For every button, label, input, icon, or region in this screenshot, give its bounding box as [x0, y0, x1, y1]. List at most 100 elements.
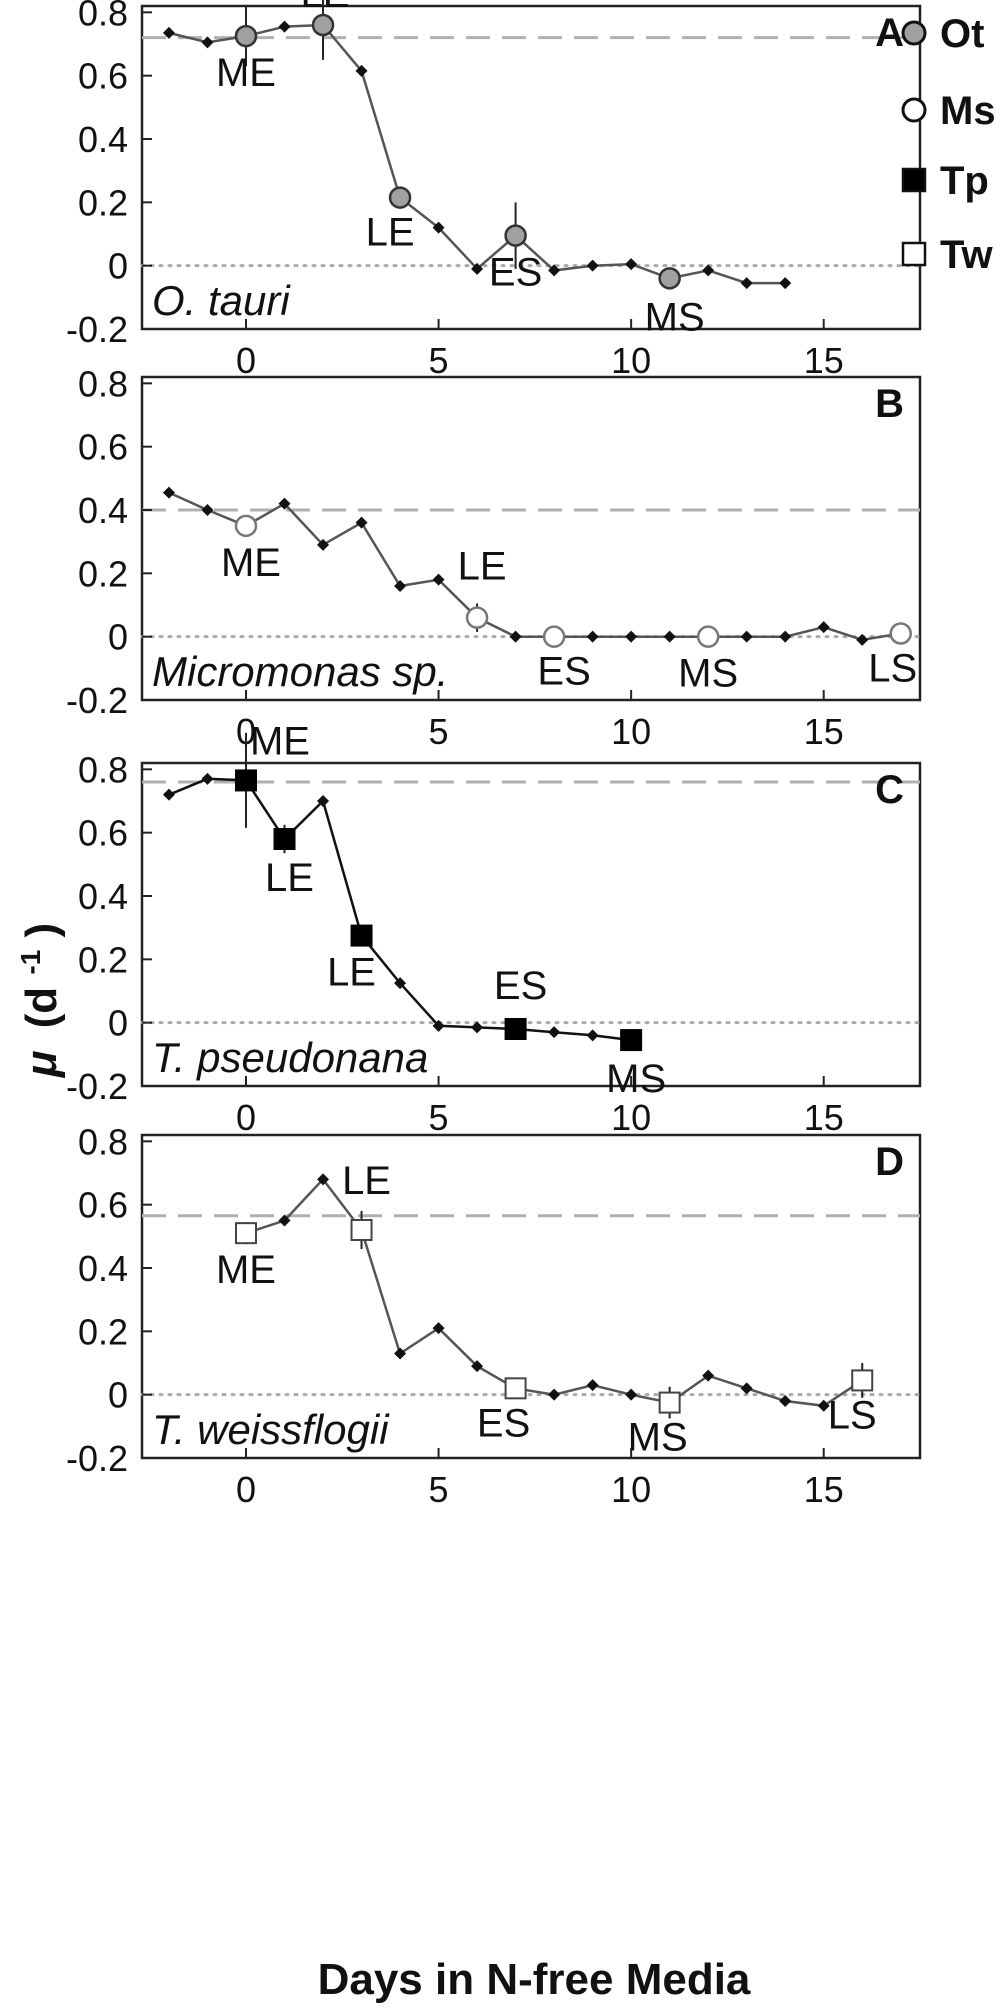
legend-item: Tp: [901, 159, 989, 203]
data-point: [625, 1388, 638, 1401]
stage-point-marker: [504, 1018, 527, 1040]
data-point: [702, 264, 715, 277]
y-tick-label: 0: [108, 1003, 128, 1044]
y-axis-title-close: ): [17, 923, 66, 938]
stage-label: ES: [489, 251, 542, 295]
y-tick-label: 0.4: [78, 490, 128, 531]
data-point: [394, 1347, 407, 1360]
panel-b: -0.2 0 0.2 0.4 0.6 0.8 0 5 10 15 ME LE ES MS LS B Microm…: [66, 363, 922, 752]
stage-label: LS: [828, 1393, 877, 1437]
y-tick-label: 0.6: [78, 813, 128, 854]
legend-marker: [901, 241, 927, 267]
data-point: [740, 1382, 753, 1395]
data-point: [779, 630, 792, 643]
stage-label: MS: [645, 295, 705, 339]
data-point: [471, 262, 484, 275]
x-tick-label: 10: [611, 1097, 651, 1138]
data-point: [509, 630, 522, 643]
panel-a: -0.2 0 0.2 0.4 0.6 0.8 0 5 10 15 ME LE LE ES MS A O. tau…: [66, 0, 922, 381]
y-tick-label: 0.2: [78, 1311, 128, 1352]
y-tick-label: -0.2: [66, 1438, 128, 1479]
series-line: [245, 1177, 863, 1408]
data-point: [817, 621, 830, 634]
data-point: [817, 1399, 830, 1412]
data-point: [162, 788, 175, 801]
stage-label: ME: [250, 719, 310, 763]
y-tick-label: 0.6: [78, 427, 128, 468]
data-point: [779, 277, 792, 290]
data-point: [278, 20, 291, 33]
y-tick-label: 0.8: [78, 749, 128, 790]
x-tick-label: 5: [429, 711, 449, 752]
y-tick-label: -0.2: [66, 1066, 128, 1107]
data-point: [317, 795, 330, 807]
plot-frame: [140, 1133, 922, 1460]
stage-point-marker: [658, 267, 681, 290]
x-tick-label: 5: [429, 340, 449, 381]
legend-marker: [901, 167, 927, 193]
x-tick-label: 0: [236, 1469, 256, 1510]
data-point: [432, 573, 445, 586]
stage-point-marker: [504, 224, 527, 247]
data-point: [586, 259, 599, 272]
x-tick-label: 0: [236, 711, 256, 752]
data-point: [856, 633, 869, 646]
stage-point-marker: [889, 622, 912, 645]
stage-point-marker: [696, 625, 720, 648]
stage-label: MS: [606, 1057, 666, 1101]
stage-label: ES: [477, 1401, 530, 1445]
stage-label: ME: [221, 541, 281, 585]
x-tick-label: 10: [611, 340, 651, 381]
legend-label: Ms: [940, 89, 996, 133]
legend-label: Tw: [940, 233, 993, 277]
data-point: [162, 26, 175, 39]
stage-label: LE: [301, 0, 350, 16]
stage-point-marker: [311, 13, 335, 37]
stage-label: MS: [678, 652, 738, 696]
y-tick-label: 0.8: [78, 1121, 128, 1162]
stage-point-marker: [350, 924, 373, 947]
x-axis-title: Days in N-free Media: [318, 1955, 751, 2004]
stage-point-marker: [465, 606, 489, 629]
stage-point-marker: [542, 625, 566, 648]
x-tick-label: 15: [804, 711, 844, 752]
plot-frame: [140, 4, 922, 331]
x-tick-label: 10: [611, 711, 651, 752]
y-tick-label: 0: [108, 1375, 128, 1416]
data-point: [548, 1388, 561, 1401]
data-point: [548, 264, 561, 277]
stage-label: ES: [537, 650, 590, 694]
data-point: [317, 1173, 330, 1186]
stage-label: LE: [458, 545, 507, 589]
data-point: [663, 630, 676, 643]
panel-c: -0.2 0 0.2 0.4 0.6 0.8 0 5 10 15 ME LE LE ES MS C T. pse…: [66, 719, 922, 1138]
y-tick-label: -0.2: [66, 309, 128, 350]
stage-point-marker: [234, 1222, 257, 1245]
legend: Ot Ms Tp Tw: [901, 12, 996, 277]
stage-label: ME: [216, 51, 276, 95]
y-tick-label: 0.2: [78, 939, 128, 980]
y-axis-title-symbol: μ: [17, 1051, 66, 1080]
legend-marker: [901, 97, 927, 123]
x-tick-label: 0: [236, 340, 256, 381]
plot-frame: [140, 761, 922, 1088]
species-name: T. weissflogii: [152, 1406, 390, 1453]
species-name: O. tauri: [152, 277, 291, 324]
y-tick-label: 0.2: [78, 553, 128, 594]
data-point: [586, 1029, 599, 1042]
data-point: [394, 580, 407, 592]
x-tick-label: 15: [804, 1097, 844, 1138]
data-point: [278, 1214, 291, 1227]
data-point: [394, 977, 407, 990]
panels-group: -0.2 0 0.2 0.4 0.6 0.8 0 5 10 15 ME LE LE ES MS A O. tau…: [66, 0, 922, 1510]
stage-point-marker: [234, 24, 258, 48]
stage-label: LE: [327, 951, 376, 995]
y-tick-label: 0.8: [78, 0, 128, 33]
y-tick-label: 0: [108, 246, 128, 287]
stage-label: ME: [216, 1248, 276, 1292]
y-axis-title-unit: (d: [17, 987, 66, 1029]
data-point: [201, 36, 214, 49]
x-tick-label: 5: [429, 1097, 449, 1138]
y-tick-label: 0.4: [78, 119, 128, 160]
